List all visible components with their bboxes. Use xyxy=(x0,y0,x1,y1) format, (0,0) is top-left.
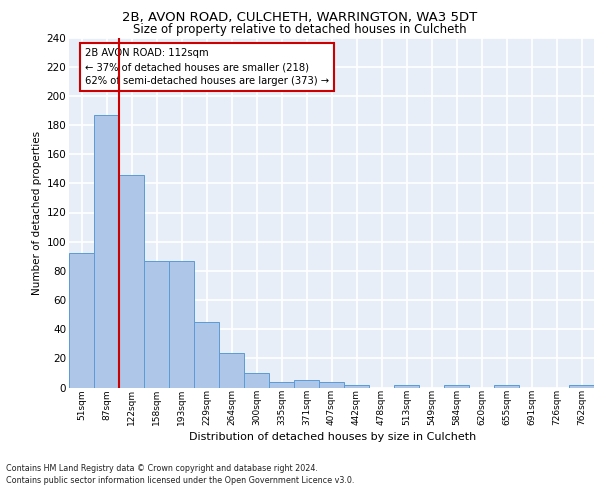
Bar xyxy=(294,380,319,388)
Bar xyxy=(319,382,344,388)
Bar xyxy=(94,115,119,388)
Bar xyxy=(494,384,519,388)
Bar xyxy=(244,373,269,388)
Bar xyxy=(194,322,219,388)
Bar xyxy=(144,260,169,388)
Bar xyxy=(169,260,194,388)
Bar xyxy=(69,254,94,388)
Bar xyxy=(569,384,594,388)
Bar xyxy=(269,382,294,388)
Text: Contains public sector information licensed under the Open Government Licence v3: Contains public sector information licen… xyxy=(6,476,355,485)
Bar xyxy=(444,384,469,388)
Text: Distribution of detached houses by size in Culcheth: Distribution of detached houses by size … xyxy=(190,432,476,442)
Bar xyxy=(394,384,419,388)
Bar xyxy=(344,384,369,388)
Y-axis label: Number of detached properties: Number of detached properties xyxy=(32,130,43,294)
Text: Contains HM Land Registry data © Crown copyright and database right 2024.: Contains HM Land Registry data © Crown c… xyxy=(6,464,318,473)
Bar xyxy=(219,352,244,388)
Text: 2B, AVON ROAD, CULCHETH, WARRINGTON, WA3 5DT: 2B, AVON ROAD, CULCHETH, WARRINGTON, WA3… xyxy=(122,11,478,24)
Text: Size of property relative to detached houses in Culcheth: Size of property relative to detached ho… xyxy=(133,22,467,36)
Bar xyxy=(119,174,144,388)
Text: 2B AVON ROAD: 112sqm
← 37% of detached houses are smaller (218)
62% of semi-deta: 2B AVON ROAD: 112sqm ← 37% of detached h… xyxy=(85,48,329,86)
